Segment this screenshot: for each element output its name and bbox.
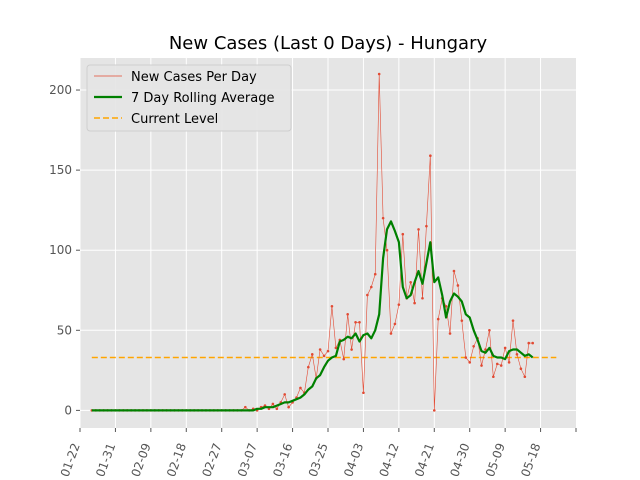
new-cases-point	[527, 341, 531, 345]
x-tick-label: 05-09	[483, 441, 508, 479]
new-cases-point	[366, 293, 369, 297]
new-cases-point	[326, 349, 330, 353]
new-cases-point	[472, 345, 475, 348]
chart-title: New Cases (Last 0 Days) - Hungary	[169, 33, 488, 54]
new-cases-point	[275, 407, 279, 411]
y-tick-label: 100	[49, 243, 72, 257]
legend-new-cases-label: New Cases Per Day	[131, 70, 257, 85]
new-cases-point	[448, 332, 452, 335]
new-cases-point	[307, 365, 310, 369]
new-cases-point	[381, 216, 385, 220]
y-tick-label: 0	[64, 403, 72, 417]
legend-rolling-average-label: 7 Day Rolling Average	[131, 91, 274, 106]
new-cases-point	[503, 346, 507, 350]
new-cases-point	[507, 361, 511, 364]
y-tick-label: 50	[57, 323, 72, 337]
new-cases-point	[495, 362, 499, 366]
new-cases-point	[377, 72, 381, 76]
new-cases-point	[468, 361, 472, 364]
new-cases-point	[425, 224, 428, 228]
new-cases-point	[444, 304, 448, 308]
x-tick-label: 01-31	[93, 441, 118, 479]
legend-box	[86, 64, 292, 132]
new-cases-point	[456, 284, 460, 287]
new-cases-point	[358, 320, 361, 324]
x-tick-label: 04-12	[377, 441, 402, 479]
new-cases-point	[413, 301, 416, 305]
new-cases-point	[432, 409, 436, 412]
new-cases-point	[488, 328, 491, 332]
new-cases-point	[519, 367, 523, 371]
new-cases-point	[330, 304, 334, 308]
new-cases-point	[464, 356, 468, 359]
new-cases-point	[421, 296, 424, 300]
new-cases-point	[499, 364, 503, 367]
x-tick-label: 01-22	[58, 441, 83, 479]
x-tick-label: 04-21	[412, 441, 437, 479]
new-cases-point	[511, 319, 515, 322]
rolling-average-line	[91, 220, 534, 412]
x-tick-label: 02-18	[164, 441, 189, 479]
x-tick-label: 03-16	[270, 441, 295, 479]
new-cases-point	[484, 348, 487, 351]
x-tick-label: 03-07	[235, 441, 260, 479]
x-tick-label: 05-18	[518, 441, 543, 479]
new-cases-point	[346, 312, 349, 316]
x-tick-label: 04-30	[447, 441, 472, 479]
new-cases-point	[523, 375, 527, 379]
new-cases-point	[342, 357, 346, 361]
new-cases-point	[354, 320, 357, 324]
x-tick-label: 04-03	[341, 441, 366, 479]
new-cases-point	[385, 248, 389, 252]
legend-current-level-label: Current Level	[131, 112, 218, 127]
new-cases-point	[393, 322, 397, 326]
new-cases-point	[334, 346, 338, 350]
new-cases-point	[531, 341, 534, 345]
x-tick-label: 02-27	[199, 441, 224, 479]
y-tick-label: 150	[49, 163, 72, 177]
new-cases-point	[436, 317, 440, 321]
new-cases-point	[409, 280, 412, 284]
new-cases-point	[283, 393, 286, 396]
x-tick-label: 02-09	[129, 441, 154, 479]
new-cases-point	[322, 354, 326, 358]
new-cases-point	[480, 364, 483, 367]
new-cases-point	[373, 272, 377, 276]
new-cases-point	[429, 154, 432, 158]
new-cases-point	[318, 348, 322, 351]
new-cases-point	[492, 375, 495, 379]
new-cases-point	[417, 228, 420, 231]
new-cases-point	[370, 285, 373, 289]
new-cases-point	[452, 269, 456, 273]
new-cases-point	[244, 405, 247, 409]
legend: New Cases Per Day 7 Day Rolling Average Cu…	[86, 64, 292, 132]
x-tick-label: 03-25	[306, 441, 331, 479]
new-cases-point	[401, 232, 405, 236]
y-tick-label: 200	[49, 83, 72, 97]
new-cases-point	[397, 303, 401, 306]
new-cases-point	[515, 353, 519, 356]
new-cases-point	[389, 332, 393, 335]
new-cases-point	[362, 391, 365, 395]
new-cases-point	[310, 353, 314, 356]
new-cases-point	[271, 402, 275, 406]
new-cases-point	[460, 319, 464, 322]
new-cases-point	[299, 386, 302, 390]
new-cases-point	[350, 348, 353, 351]
new-cases-point	[287, 405, 290, 409]
series-layer	[90, 72, 557, 412]
